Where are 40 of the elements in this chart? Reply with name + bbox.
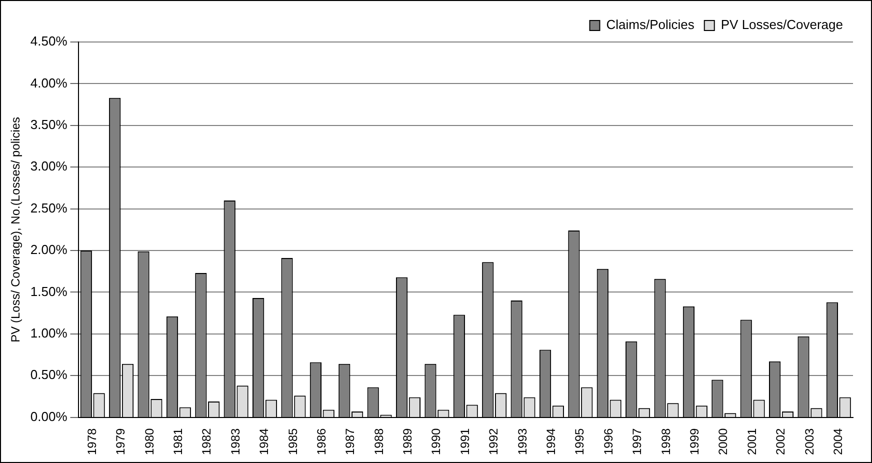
y-tick-label: 3.50%: [30, 116, 68, 132]
y-tick-label: 2.00%: [30, 242, 68, 258]
x-tick-label: 2003: [802, 428, 816, 456]
y-tick-label: 2.50%: [30, 200, 68, 216]
y-tick-label: 1.50%: [30, 284, 68, 299]
legend-label: Claims/Policies: [606, 17, 695, 32]
x-tick-label: 1992: [486, 428, 501, 456]
y-tick-label: 4.00%: [30, 75, 68, 90]
y-tick-label: 1.00%: [30, 325, 68, 340]
x-tick-label: 1980: [142, 428, 156, 456]
x-tick-label: 1987: [343, 428, 358, 456]
x-tick-label: 2004: [830, 428, 845, 456]
x-tick-label: 1985: [286, 428, 300, 456]
x-tick-label: 1988: [372, 428, 386, 456]
x-tick-label: 1983: [228, 428, 242, 456]
y-tick-label: 4.50%: [30, 34, 68, 49]
x-tick-label: 1986: [314, 428, 328, 456]
x-tick-label: 2002: [774, 428, 788, 456]
y-axis-title: PV (Loss/ Coverage), No.(Losses/ policies: [8, 116, 23, 342]
x-tick-label: 1998: [658, 428, 673, 456]
x-tick-label: 1982: [200, 428, 214, 456]
x-tick-label: 2001: [744, 428, 759, 456]
x-tick-label: 1990: [429, 428, 444, 456]
x-tick-label: 1995: [572, 428, 587, 456]
x-tick-label: 1991: [458, 428, 472, 456]
x-tick-label: 1978: [84, 428, 99, 456]
x-tick-label: 1981: [171, 428, 185, 456]
x-tick-label: 1996: [601, 428, 616, 456]
x-tick-label: 1979: [114, 428, 128, 456]
x-tick-label: 1999: [687, 428, 702, 456]
x-tick-label: 1989: [400, 428, 415, 456]
y-tick-label: 3.00%: [30, 158, 68, 174]
y-tick-label: 0.00%: [30, 408, 68, 424]
y-tick-label: 0.50%: [30, 367, 68, 382]
x-tick-label: 1984: [257, 428, 272, 456]
x-tick-label: 1997: [630, 428, 644, 456]
x-tick-label: 2000: [716, 428, 730, 456]
legend-label: PV Losses/Coverage: [720, 17, 843, 32]
x-tick-label: 1993: [515, 428, 530, 456]
x-tick-label: 1994: [544, 428, 558, 456]
